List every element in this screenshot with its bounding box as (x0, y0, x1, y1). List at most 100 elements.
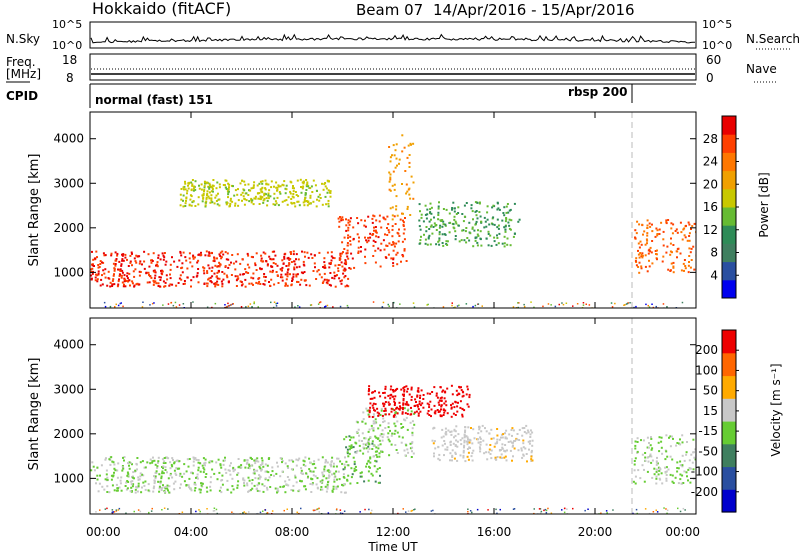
heatmap-cell (411, 442, 414, 445)
heatmap-cell (188, 181, 191, 184)
heatmap-cell (281, 276, 284, 279)
heatmap-cell (294, 306, 296, 308)
heatmap-cell (393, 183, 396, 186)
heatmap-cell (410, 395, 413, 398)
heatmap-cell (666, 306, 668, 308)
heatmap-cell (661, 452, 664, 455)
heatmap-cell (675, 444, 678, 447)
heatmap-cell (437, 457, 440, 460)
heatmap-cell (380, 407, 383, 410)
heatmap-cell (371, 404, 374, 407)
heatmap-cell (115, 303, 117, 306)
heatmap-cell (220, 256, 223, 259)
heatmap-cell (378, 467, 381, 469)
heatmap-cell (197, 203, 200, 206)
heatmap-cell (396, 387, 399, 390)
heatmap-cell (228, 183, 231, 186)
heatmap-cell (244, 268, 247, 271)
heatmap-cell (373, 465, 376, 468)
heatmap-cell (216, 512, 218, 514)
heatmap-cell (120, 274, 123, 277)
heatmap-cell (224, 304, 226, 306)
heatmap-cell (284, 462, 287, 465)
heatmap-cell (136, 490, 139, 493)
heatmap-cell (525, 453, 528, 455)
heatmap-cell (206, 306, 209, 308)
heatmap-cell (250, 197, 253, 200)
heatmap-cell (373, 229, 375, 232)
heatmap-cell (246, 252, 249, 255)
heatmap-cell (252, 472, 255, 475)
heatmap-cell (516, 433, 519, 435)
heatmap-cell (224, 179, 227, 182)
heatmap-cell (348, 267, 351, 269)
heatmap-cell (447, 429, 450, 432)
power-heatmap (90, 134, 696, 308)
heatmap-cell (486, 211, 489, 214)
heatmap-cell (110, 478, 113, 481)
heatmap-cell (383, 391, 386, 394)
heatmap-cell (305, 179, 308, 181)
heatmap-cell (225, 188, 228, 190)
heatmap-cell (154, 463, 157, 466)
heatmap-cell (683, 259, 686, 261)
heatmap-cell (90, 268, 92, 271)
heatmap-cell (393, 245, 396, 248)
heatmap-cell (213, 202, 216, 205)
heatmap-cell (137, 476, 140, 479)
heatmap-cell (109, 463, 112, 466)
heatmap-cell (325, 305, 327, 307)
heatmap-cell (325, 281, 328, 284)
heatmap-cell (684, 267, 687, 270)
heatmap-cell (210, 251, 213, 254)
heatmap-cell (179, 193, 182, 196)
heatmap-cell (512, 508, 515, 510)
heatmap-cell (501, 447, 504, 450)
heatmap-cell (465, 241, 468, 244)
heatmap-cell (466, 237, 469, 239)
heatmap-cell (304, 464, 307, 467)
heatmap-cell (183, 472, 186, 475)
heatmap-cell (338, 259, 341, 261)
heatmap-cell (353, 463, 356, 466)
heatmap-cell (442, 220, 445, 223)
heatmap-cell (199, 510, 201, 513)
heatmap-cell (284, 480, 287, 483)
heatmap-cell (250, 276, 253, 279)
heatmap-cell (429, 400, 432, 403)
heatmap-cell (402, 403, 405, 406)
heatmap-cell (309, 196, 312, 199)
heatmap-cell (672, 244, 675, 246)
heatmap-cell (347, 219, 350, 222)
heatmap-cell (646, 219, 649, 222)
heatmap-cell (465, 202, 468, 204)
heatmap-cell (246, 484, 249, 487)
heatmap-cell (359, 475, 362, 478)
heatmap-cell (290, 468, 293, 471)
heatmap-cell (186, 276, 189, 279)
heatmap-cell (304, 255, 306, 258)
heatmap-cell (348, 445, 351, 448)
heatmap-cell (232, 488, 235, 491)
heatmap-cell (302, 263, 305, 266)
heatmap-cell (425, 217, 428, 220)
heatmap-cell (364, 248, 367, 251)
heatmap-cell (647, 249, 650, 252)
heatmap-cell (271, 250, 274, 253)
heatmap-cell (365, 465, 368, 468)
heatmap-cell (153, 475, 155, 478)
heatmap-cell (193, 458, 196, 461)
y-tick-label: 2000 (53, 427, 84, 441)
heatmap-cell (411, 427, 414, 430)
heatmap-cell (298, 265, 301, 268)
heatmap-cell (564, 507, 566, 510)
heatmap-cell (243, 482, 245, 484)
heatmap-cell (208, 186, 211, 189)
heatmap-cell (263, 194, 266, 197)
heatmap-cell (127, 472, 130, 475)
heatmap-cell (399, 405, 401, 408)
heatmap-cell (637, 469, 640, 472)
heatmap-cell (96, 278, 99, 281)
heatmap-cell (171, 465, 174, 468)
heatmap-cell (512, 455, 514, 458)
